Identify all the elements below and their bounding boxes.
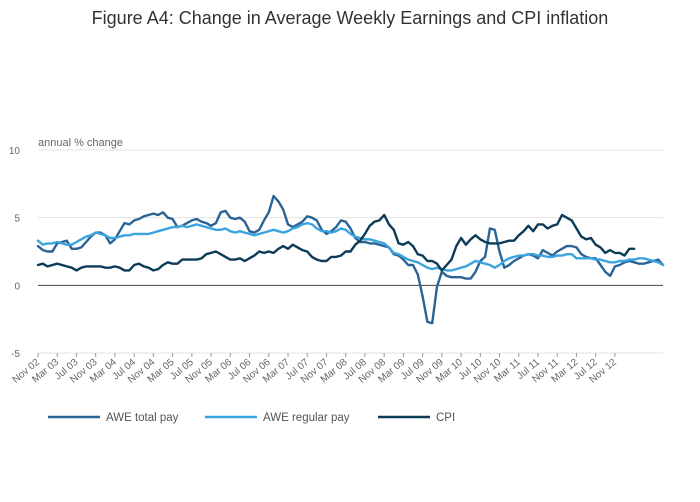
y-axis-label: annual % change <box>38 137 123 149</box>
series-line-cpi <box>36 213 636 272</box>
legend-label-cpi: CPI <box>436 412 455 424</box>
legend-label-awe-total-pay: AWE total pay <box>106 412 179 424</box>
series-lines <box>36 194 665 325</box>
chart-title: Figure A4: Change in Average Weekly Earn… <box>91 8 609 28</box>
y-tick-label: 5 <box>14 214 20 225</box>
gridlines <box>38 149 663 354</box>
y-tick-label: -5 <box>11 349 20 360</box>
legend-label-awe-regular-pay: AWE regular pay <box>263 412 350 424</box>
series-line-awe-regular-pay <box>36 221 665 272</box>
y-tick-label: 0 <box>14 281 20 292</box>
legend: AWE total pay AWE regular pay CPI <box>48 412 455 424</box>
y-tick-label: 10 <box>9 146 21 157</box>
series-line-awe-total-pay <box>36 194 665 325</box>
